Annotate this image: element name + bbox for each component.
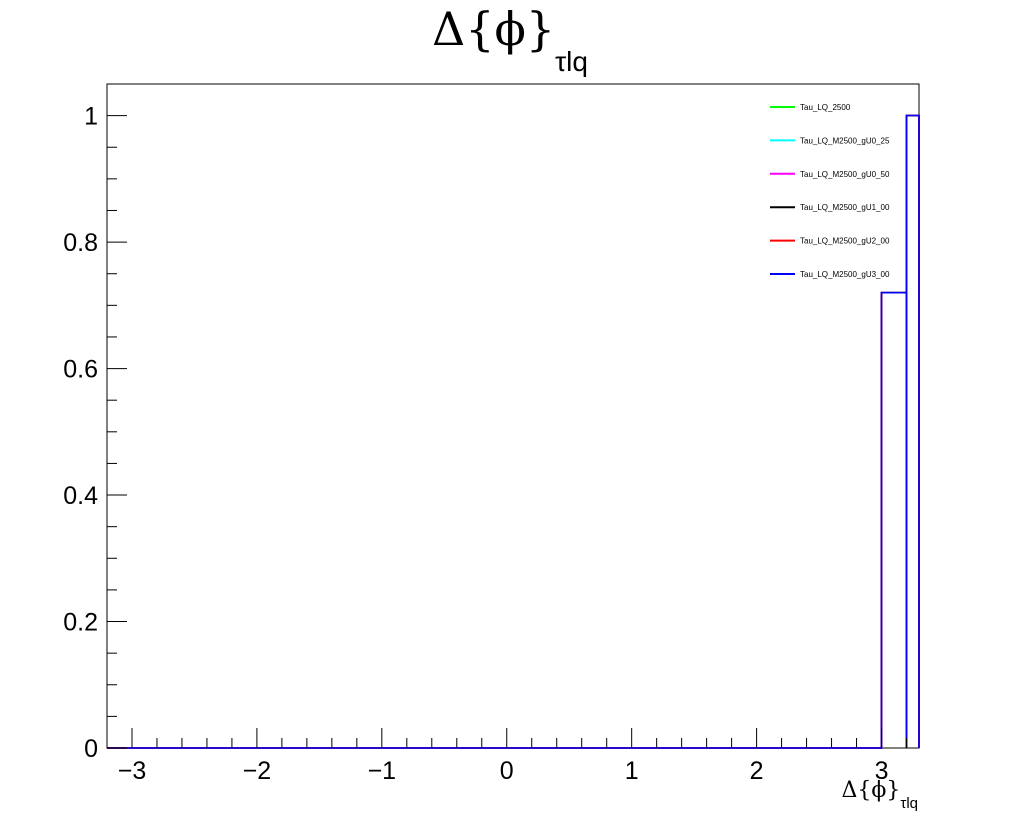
series-line-1 (107, 114, 920, 749)
series-line-4 (107, 114, 920, 749)
x-tick-label: 2 (750, 757, 764, 785)
x-tick-label: 0 (500, 757, 514, 785)
x-axis-label: Δ{ϕ}τlq (842, 778, 919, 812)
legend-label-3: Tau_LQ_M2500_gU0_50 (800, 170, 890, 179)
legend-label-2: Tau_LQ_M2500_gU0_25 (800, 136, 890, 145)
chart-title-main: Δ{ϕ} (432, 2, 555, 56)
y-tick-label: 1 (84, 103, 98, 131)
legend-label-6: Tau_LQ_M2500_gU3_00 (800, 270, 890, 279)
y-tick-label: 0 (84, 735, 98, 763)
chart-title: Δ{ϕ}τlq (432, 2, 588, 77)
x-tick-label: 1 (625, 757, 639, 785)
y-tick-label: 0.8 (63, 229, 98, 257)
x-tick-label: −1 (368, 757, 397, 785)
series-line-5 (107, 114, 920, 749)
legend: Tau_LQ_2500 Tau_LQ_M2500_gU0_25 Tau_LQ_M25… (770, 103, 890, 279)
series-line-6 (107, 114, 920, 749)
chart-title-sub: τlq (555, 46, 588, 77)
series-line-3 (107, 114, 920, 749)
x-axis-label-main: Δ{ϕ} (842, 778, 901, 803)
y-tick-label: 0.4 (63, 482, 98, 510)
legend-label-1: Tau_LQ_2500 (800, 103, 851, 112)
y-tick-label: 0.2 (63, 609, 98, 637)
y-tick-label: 0.6 (63, 356, 98, 384)
x-tick-label: −2 (243, 757, 272, 785)
x-tick-label: 3 (875, 757, 889, 785)
histogram-layer (107, 114, 920, 749)
series-line-2 (107, 114, 920, 749)
plot-frame (106, 83, 920, 749)
axes: −3 −2 −1 0 1 2 3 0 0.2 0.4 0.6 0.8 1 (63, 83, 908, 785)
x-tick-label: −3 (118, 757, 147, 785)
x-axis-label-sub: τlq (900, 795, 918, 812)
legend-label-5: Tau_LQ_M2500_gU2_00 (800, 237, 890, 246)
legend-label-4: Tau_LQ_M2500_gU1_00 (800, 203, 890, 212)
